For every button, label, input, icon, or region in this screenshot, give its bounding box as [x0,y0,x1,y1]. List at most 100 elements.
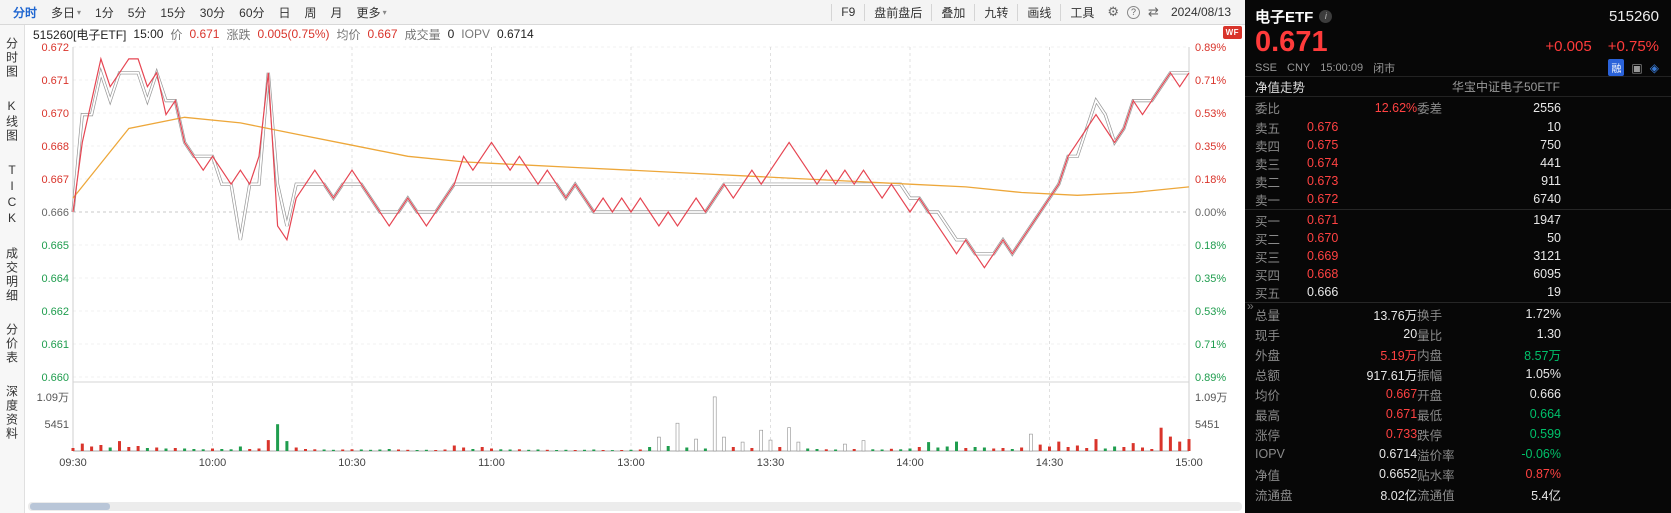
info-icon[interactable]: i [1319,9,1333,23]
time-axis-label: 10:30 [338,457,366,469]
volume-bar [1075,445,1079,451]
sidebar-item-depth-info[interactable]: 深度资料 [4,385,19,441]
ask-level-3[interactable]: 卖三 0.674 441 [1255,156,1561,172]
tab-15min[interactable]: 15分 [160,5,186,20]
volume-bar [861,440,866,452]
volume-bar [145,448,149,451]
intraday-chart[interactable]: 0.672 0.89% 0.671 0.71% 0.670 0.53% 0.668 0.35%… [25,42,1246,455]
tab-5min[interactable]: 5分 [127,5,147,20]
volume-bar [341,449,345,451]
volume-bar [982,447,986,451]
sidebar-item-price-distribution[interactable]: 分价表 [4,323,19,365]
price-caption: 价 [170,27,183,42]
nav-trend-link[interactable]: 净值走势 [1255,81,1306,95]
volume-bar [304,449,307,451]
volume-bar [1010,449,1014,451]
volume-caption: 成交量 [404,27,441,42]
scrollbar-handle[interactable] [30,503,110,510]
volume-bar [517,449,521,451]
help-icon[interactable]: ? [1127,5,1141,19]
volume-bar [108,447,112,451]
stat-item: 振幅 1.05% [1417,367,1561,383]
panel-change-percent: +0.75% [1607,38,1659,55]
bid-level-4[interactable]: 买四 0.668 6095 [1255,267,1561,283]
stat-item: 流通值 5.4亿 [1417,488,1561,503]
quote-header: 电子ETF i 515260 [1245,0,1671,27]
ask-level-1[interactable]: 卖一 0.672 6740 [1255,192,1561,208]
volume-axis-label: 5451 [1195,419,1219,431]
tab-monthly[interactable]: 月 [330,5,343,20]
volume-bar [220,449,224,451]
sidebar-item-tick[interactable]: TICK [5,163,19,227]
volume-bar [610,450,614,451]
expand-chevron-icon[interactable]: » [1247,299,1254,313]
volume-axis-label: 5451 [45,419,69,431]
volume-bar [331,449,335,451]
volume-bar [266,440,270,451]
time-axis-label: 11:00 [478,457,505,469]
tab-intraday[interactable]: 分时 [13,5,38,20]
button-f9[interactable]: F9 [831,3,864,21]
sidebar-item-intraday-chart[interactable]: 分时图 [4,37,19,79]
y-axis-percent-label: 0.00% [1195,207,1226,219]
button-overlay[interactable]: 叠加 [931,3,974,21]
button-nine-turn[interactable]: 九转 [974,3,1017,21]
volume-bar [638,449,642,451]
caret-down-icon: ▾ [382,7,387,17]
sidebar-item-kline-chart[interactable]: K线图 [4,99,19,143]
y-axis-price-label: 0.666 [41,207,69,219]
volume-bar [1020,447,1024,451]
bid-level-1[interactable]: 买一 0.671 1947 [1255,213,1561,229]
ask-level-4[interactable]: 卖四 0.675 750 [1255,138,1561,154]
left-sidebar: 分时图 K线图 TICK 成交明细分价表深度资料 [0,25,25,513]
y-axis-price-label: 0.672 [41,43,69,54]
time-axis-label: 10:00 [198,457,227,469]
volume-bar [685,447,689,451]
ask-level-5[interactable]: 卖五 0.676 10 [1255,120,1561,136]
bid-level-5[interactable]: 买五 0.666 19 [1255,285,1561,301]
swap-arrows-icon[interactable]: ⇄ [1148,4,1159,19]
bid-level-3[interactable]: 买三 0.669 3121 [1255,249,1561,265]
volume-bar [899,449,903,451]
volume-bar [889,448,893,451]
tab-60min[interactable]: 60分 [239,5,265,20]
volume-bar [703,448,707,451]
button-tools[interactable]: 工具 [1060,3,1103,21]
volume-bar [1085,448,1089,451]
link-icon[interactable]: ◈ [1649,60,1659,75]
tab-1min[interactable]: 1分 [95,5,114,20]
volume-bar [768,439,773,452]
volume-bar [955,441,958,451]
margin-badge[interactable]: 融 [1608,59,1625,76]
time-axis-label: 09:30 [59,457,87,469]
button-pre-post-market[interactable]: 盘前盘后 [864,3,931,21]
stat-item: 总额 917.61万 [1255,368,1418,383]
ask-level-2[interactable]: 卖二 0.673 911 [1255,174,1561,190]
horizontal-scrollbar[interactable] [28,502,1242,511]
date-display[interactable]: 2024/08/13 [1170,5,1231,19]
stat-item: 净值 0.6652 [1255,467,1418,483]
tab-daily[interactable]: 日 [278,5,291,20]
tab-30min[interactable]: 30分 [199,5,226,20]
chart-column: 515260[电子ETF] 15:00 价 0.671 涨跌 0.005(0.7… [25,25,1245,513]
sidebar-item-trade-detail[interactable]: 成交明细 [4,247,19,303]
chart-footer [25,473,1245,513]
tab-weekly[interactable]: 周 [304,5,317,20]
volume-bar [462,447,466,451]
stat-item: 现手 20 [1255,327,1418,343]
chart-canvas[interactable]: 0.672 0.89% 0.671 0.71% 0.670 0.53% 0.668 0.35%… [25,42,1246,455]
tab-multiday[interactable]: 多日 ▾ [51,5,82,20]
settings-gear-icon[interactable]: ⚙ [1107,4,1120,19]
time-axis-label: 14:30 [1035,457,1064,469]
y-axis-price-label: 0.661 [41,339,69,351]
volume-bar [322,449,326,451]
volume-bar [722,436,726,452]
button-draw-line[interactable]: 画线 [1017,3,1060,21]
camera-icon[interactable]: ▣ [1631,60,1643,75]
bid-level-2[interactable]: 买二 0.670 50 [1255,231,1561,247]
y-axis-price-label: 0.670 [41,108,69,120]
instrument-name: 电子ETF [1255,8,1314,26]
tab-more[interactable]: 更多 ▾ [356,5,387,20]
volume-bar [257,448,261,451]
